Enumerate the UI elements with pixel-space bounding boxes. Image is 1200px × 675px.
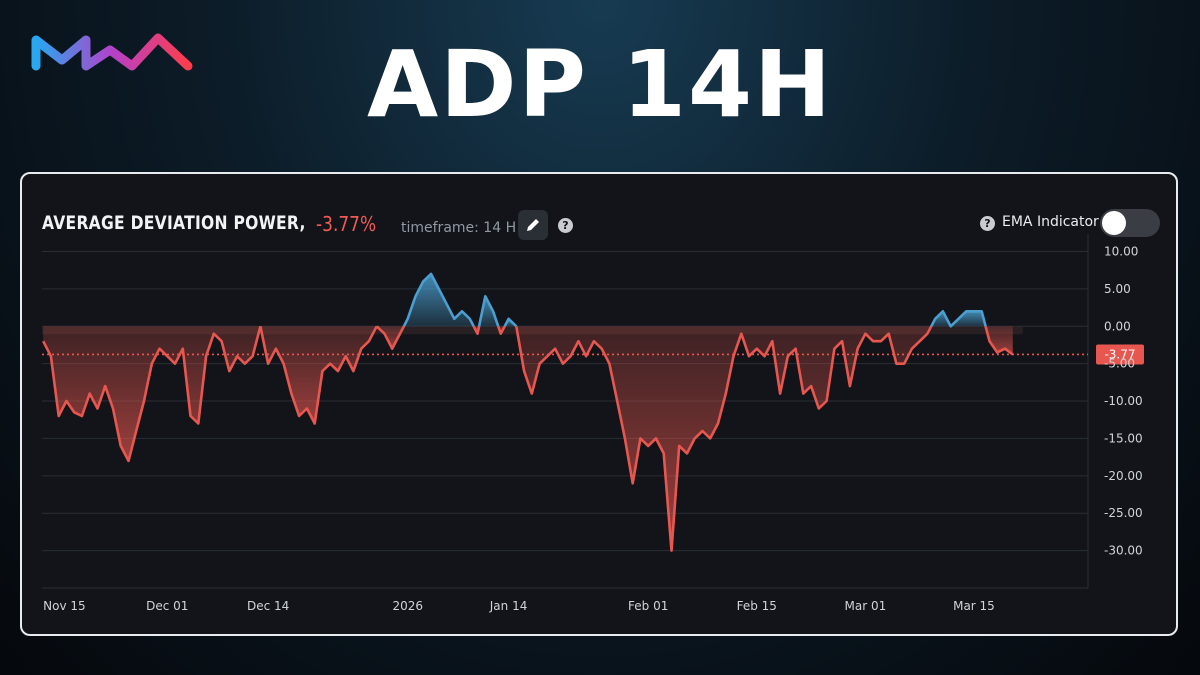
current-value-tag-label: -3.77 [1104, 347, 1135, 361]
y-tick-label-2: 0.00 [1104, 319, 1131, 333]
positive-line-9 [503, 317, 518, 328]
current-value: -3.77% [316, 212, 377, 236]
positive-area-11 [931, 311, 986, 327]
negative-line-4 [375, 325, 406, 350]
negative-line-10 [515, 325, 933, 552]
x-tick-label-0: Nov 15 [43, 599, 86, 613]
x-tick-label-8: Mar 15 [953, 599, 995, 613]
negative-area-0 [43, 326, 261, 461]
x-tick-label-7: Mar 01 [845, 599, 887, 613]
brand-logo-icon [31, 33, 193, 71]
timeframe-help-icon[interactable]: ? [558, 218, 573, 233]
y-tick-label-4: -10.00 [1104, 394, 1143, 408]
ema-indicator-toggle[interactable] [1100, 209, 1160, 237]
edit-timeframe-button[interactable] [518, 210, 548, 240]
negative-area-12 [985, 326, 1013, 355]
ema-help-icon[interactable]: ? [980, 216, 995, 231]
x-tick-label-6: Feb 15 [737, 599, 777, 613]
x-tick-label-1: Dec 01 [146, 599, 188, 613]
y-tick-label-0: 10.00 [1104, 244, 1138, 258]
y-tick-label-6: -20.00 [1104, 469, 1143, 483]
negative-area-2 [260, 326, 377, 424]
positive-line-11 [930, 310, 987, 328]
positive-line-7 [477, 295, 500, 327]
y-tick-label-3: -5.00 [1104, 357, 1135, 371]
y-tick-label-5: -15.00 [1104, 431, 1143, 445]
y-tick-label-7: -25.00 [1104, 506, 1143, 520]
chart-panel: 10.00 5.00 0.00 -5.00 -10.00 -15.00 -20.00 -25.… [20, 172, 1178, 636]
ema-indicator-label: EMA Indicator [1002, 214, 1099, 230]
positive-line-5 [402, 272, 475, 327]
x-tick-label-5: Feb 01 [628, 599, 668, 613]
x-tick-label-4: Jan 14 [489, 599, 528, 613]
current-value-tag [1096, 344, 1144, 365]
y-tick-label-8: -30.00 [1104, 544, 1143, 558]
negative-line-6 [472, 325, 481, 335]
x-tick-label-3: 2026 [392, 599, 423, 613]
adp-chart: 10.00 5.00 0.00 -5.00 -10.00 -15.00 -20.00 -25.… [42, 234, 1144, 613]
negative-line-8 [496, 325, 506, 335]
pencil-icon [527, 219, 539, 231]
chart-title: AVERAGE DEVIATION POWER, [42, 212, 306, 234]
x-tick-label-2: Dec 14 [247, 599, 289, 613]
page-headline: ADP 14H [366, 31, 834, 138]
negative-line-0 [42, 325, 262, 463]
toggle-knob [1102, 211, 1126, 235]
negative-line-2 [259, 325, 378, 425]
timeframe-label: timeframe: 14 H [401, 220, 517, 236]
y-tick-label-1: 5.00 [1104, 282, 1131, 296]
negative-line-12 [984, 325, 1014, 356]
negative-area-10 [516, 326, 932, 551]
